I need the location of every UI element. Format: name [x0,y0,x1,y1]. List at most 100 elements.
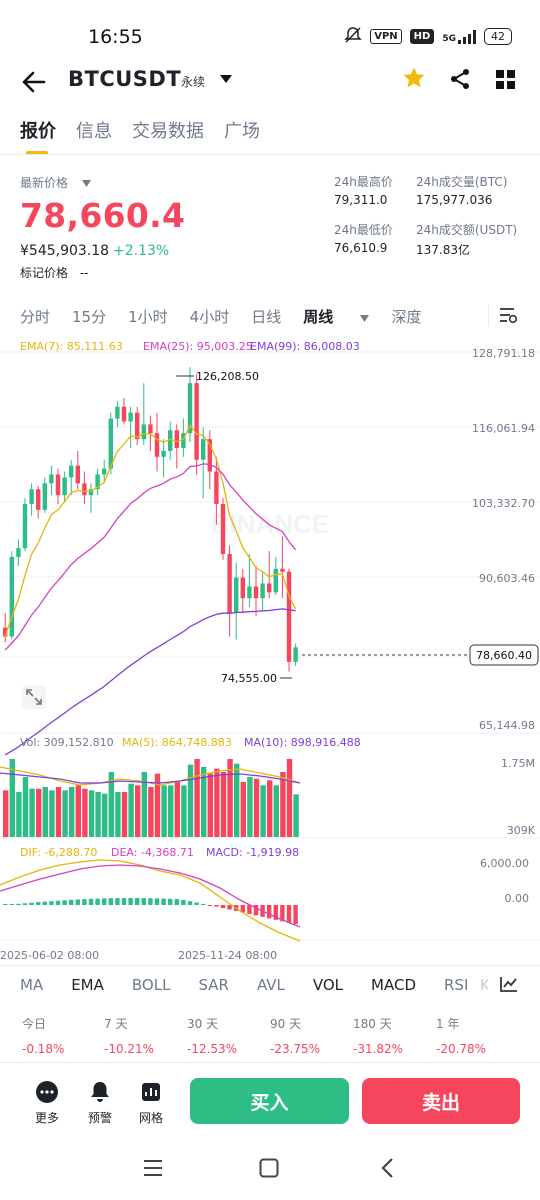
perf-180d: 180 天 -31.82% [353,1015,403,1056]
macd-bar [293,905,298,925]
more-icon [36,1081,58,1103]
ind-rsi[interactable]: RSI [444,976,469,994]
date-label-1: 2025-06-02 08:00 [0,949,99,962]
macd-bar [95,898,100,905]
vol-ma10-label: MA(10): 898,916.488 [244,736,361,749]
candle [16,548,21,557]
volume-bar [16,792,22,837]
tf-4h[interactable]: 4小时 [189,308,230,326]
back-arrow-icon[interactable] [22,70,46,100]
tf-15m[interactable]: 15分 [72,308,107,326]
macd-bar [9,904,14,905]
status-icons: VPN HD 5G 42 [344,26,512,47]
ema7-label: EMA(7): 85,111.63 [20,340,123,353]
nav-back-icon[interactable] [380,1157,394,1183]
perf-today: 今日 -0.18% [22,1015,64,1056]
macd-bar [168,898,173,905]
macd-bar [207,905,212,906]
perf-7d: 7 天 -10.21% [104,1015,154,1056]
tf-1w[interactable]: 周线 [303,306,370,327]
tf-1h[interactable]: 1小时 [128,308,168,326]
candle [161,450,166,457]
pair-name[interactable]: BTCUSDT [68,67,182,91]
layout-grid-icon[interactable] [496,70,516,94]
amount-value: 137.83亿 [416,243,470,257]
macd-bar [16,903,21,905]
candle [207,439,212,472]
perf-value: -0.18% [22,1042,65,1056]
macd-bar [273,905,278,920]
perf-value: -20.78% [436,1042,487,1056]
grid-button[interactable]: 网格 [134,1080,168,1126]
dea-label: DEA: -4,368.71 [111,846,194,859]
share-icon[interactable] [449,68,471,94]
candle [75,465,80,484]
sell-button[interactable]: 卖出 [362,1078,520,1124]
signal-icon: 5G [442,29,476,44]
volume-bar [62,790,68,837]
buy-button[interactable]: 买入 [190,1078,349,1124]
macd-bar [201,903,206,905]
tab-trading-data[interactable]: 交易数据 [132,121,204,142]
macd-bar [115,898,120,905]
macd-bar [220,905,226,909]
macd-bar [148,898,153,905]
volume-bar [201,767,207,837]
candle [234,577,239,613]
macd-bar [128,898,133,905]
axis-price-3: 103,332.70 [472,497,535,510]
mark-price: 标记价格 -- [20,264,89,281]
last-price: 78,660.4 [20,196,186,235]
expand-icon[interactable] [22,685,46,709]
tab-square[interactable]: 广场 [224,121,260,142]
ind-vol[interactable]: VOL [312,976,344,994]
tf-1d[interactable]: 日线 [251,308,282,326]
home-icon[interactable] [259,1158,279,1182]
latest-price-label[interactable]: 最新价格 [20,174,91,191]
candle [69,465,74,478]
recent-apps-icon[interactable] [143,1159,163,1181]
favorite-star-icon[interactable] [402,66,426,96]
macd-bar [22,903,28,905]
volume-bar [102,793,108,837]
tf-depth[interactable]: 深度 [391,308,422,326]
pair-dropdown-icon[interactable] [219,72,233,88]
kline-chart[interactable]: BINANCE EMA(7): 85,111.63 EMA(25): 95,00… [0,335,540,965]
current-price-value: 78,660.40 [476,649,532,662]
dea-line [0,864,301,928]
volume-bar [29,788,35,837]
candle [247,586,252,599]
candle [88,489,94,496]
more-button[interactable]: 更多 [30,1080,64,1126]
ind-settings[interactable] [488,972,540,1000]
candle [36,489,41,510]
ind-sar[interactable]: SAR [198,976,229,994]
ind-avl[interactable]: AVL [256,976,285,994]
candle [121,406,127,422]
volume-bar [207,773,213,837]
ind-macd[interactable]: MACD [371,976,416,994]
tab-info[interactable]: 信息 [76,121,112,142]
perf-value: -12.53% [187,1042,238,1056]
macd-bar [102,898,107,905]
candle [260,583,265,599]
chart-settings-icon[interactable] [498,306,518,328]
volume-value: 175,977.036 [416,193,493,207]
ind-boll[interactable]: BOLL [131,976,171,994]
candle [135,412,140,440]
ind-ma[interactable]: MA [20,976,44,994]
candle [286,571,292,662]
status-time: 16:55 [88,26,143,48]
candle [42,483,47,510]
alert-button[interactable]: 预警 [83,1080,117,1126]
volume-bar [108,772,114,837]
mute-icon [344,26,363,47]
volume-bar [220,772,227,837]
volume-bar [95,792,101,837]
tf-timeshare[interactable]: 分时 [20,308,51,326]
volume-bar [3,790,9,837]
ind-ema[interactable]: EMA [71,976,104,994]
macd-histogram [3,898,298,925]
contract-type: 永续 [181,75,206,89]
tab-quote[interactable]: 报价 [20,117,56,155]
